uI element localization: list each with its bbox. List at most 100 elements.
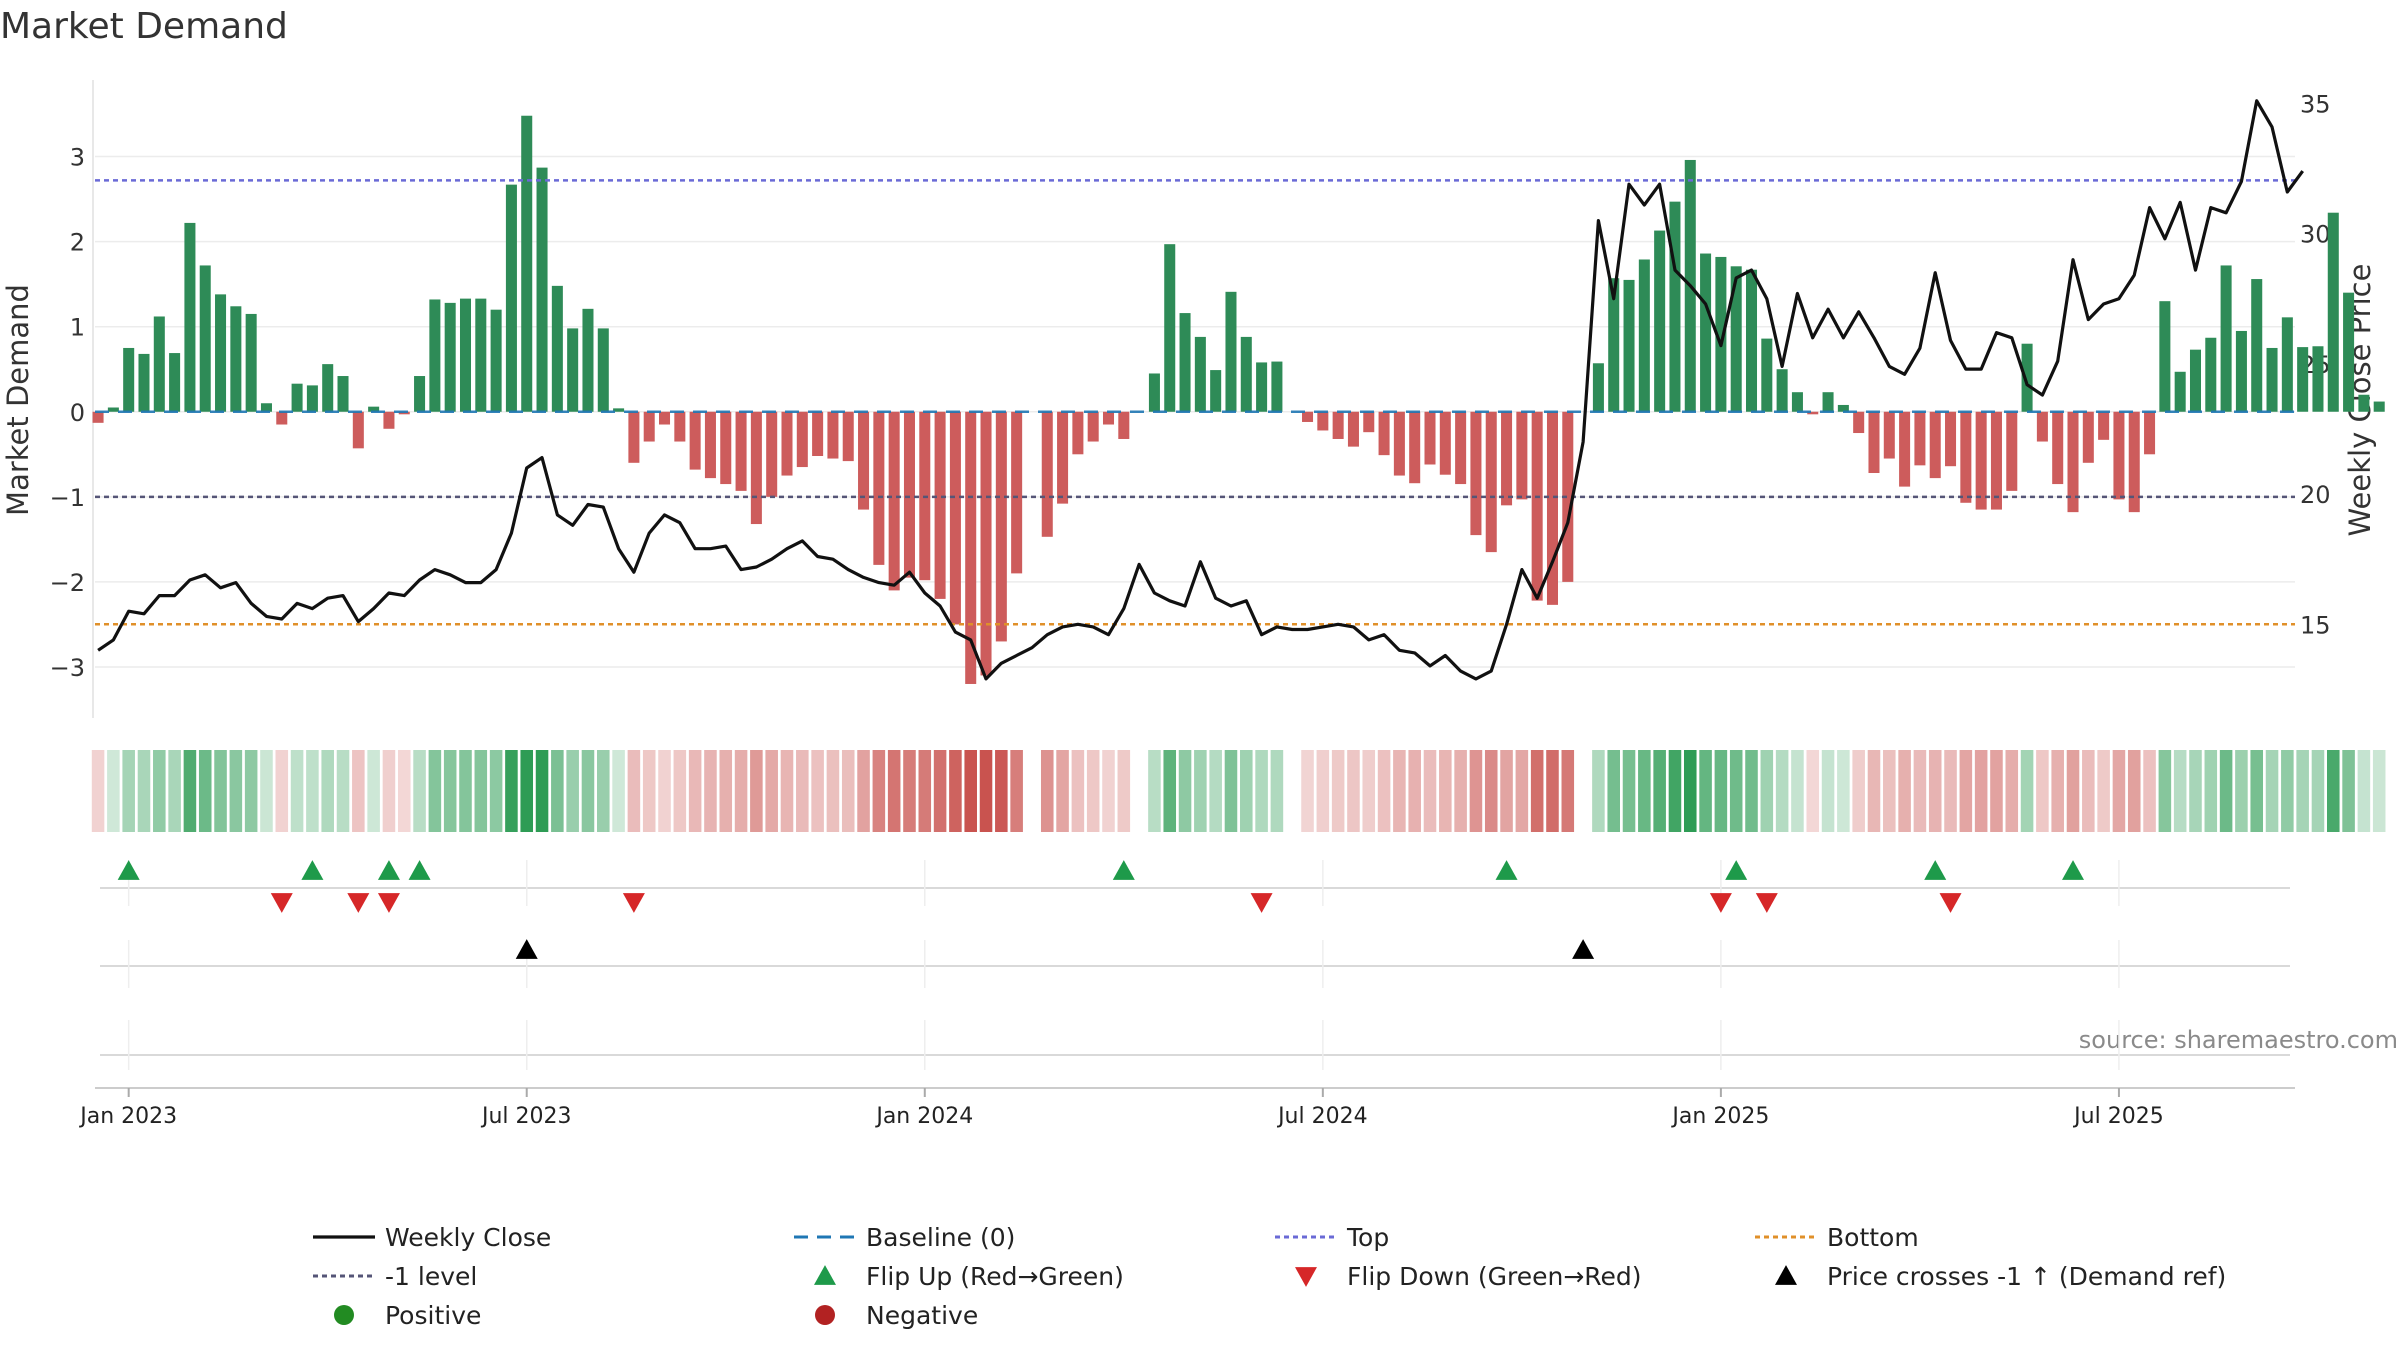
demand-bar bbox=[1730, 266, 1742, 412]
heat-cell bbox=[2296, 750, 2309, 832]
x-tick-label: Jul 2025 bbox=[2072, 1104, 2164, 1129]
demand-bar bbox=[1194, 336, 1206, 412]
heat-cell bbox=[1959, 750, 1973, 832]
demand-bar bbox=[383, 411, 395, 429]
demand-bar bbox=[1424, 411, 1436, 465]
demand-bar bbox=[1531, 411, 1543, 601]
heat-cell bbox=[1393, 750, 1406, 832]
demand-bar bbox=[1990, 411, 2002, 510]
x-tick-label: Jul 2023 bbox=[480, 1104, 572, 1129]
heat-cell bbox=[857, 750, 870, 832]
heat-cell bbox=[2311, 750, 2325, 832]
flip-down-marker bbox=[347, 893, 370, 913]
heat-cell bbox=[1928, 750, 1942, 832]
y-tick-label: −3 bbox=[50, 654, 85, 682]
heat-cell bbox=[2281, 750, 2294, 832]
legend-label: Flip Up (Red→Green) bbox=[866, 1262, 1124, 1291]
heat-cell bbox=[1347, 750, 1360, 832]
heat-cell bbox=[1040, 750, 1054, 832]
demand-bar bbox=[766, 411, 778, 497]
heat-cell bbox=[1546, 750, 1559, 832]
heat-cell bbox=[260, 750, 273, 832]
demand-bar bbox=[1608, 278, 1620, 412]
demand-bar bbox=[965, 411, 977, 684]
heat-cell bbox=[153, 750, 166, 832]
demand-bar bbox=[2098, 411, 2110, 440]
weekly-close-line bbox=[97, 99, 2304, 681]
heat-cell bbox=[428, 750, 442, 832]
demand-bar bbox=[1960, 411, 1972, 503]
demand-bar bbox=[873, 411, 885, 565]
heat-cell bbox=[2036, 750, 2049, 832]
flip-up-marker bbox=[377, 860, 400, 880]
demand-bar bbox=[230, 306, 242, 412]
heat-cell bbox=[2097, 750, 2110, 832]
demand-bar bbox=[505, 184, 517, 412]
demand-bar bbox=[2251, 279, 2263, 412]
demand-bar bbox=[1853, 411, 1865, 434]
heat-cell bbox=[1086, 750, 1100, 832]
heat-cell bbox=[244, 750, 258, 832]
flip-up-marker bbox=[1112, 860, 1135, 880]
price-cross-marker bbox=[1572, 939, 1595, 959]
demand-bar bbox=[429, 299, 441, 412]
heat-cell bbox=[1791, 750, 1804, 832]
demand-bar bbox=[1715, 256, 1727, 412]
flip-down-marker bbox=[377, 893, 400, 913]
heat-cell bbox=[2005, 750, 2019, 832]
y-tick-label: 0 bbox=[70, 399, 85, 427]
demand-bar bbox=[1776, 369, 1788, 412]
y-axis-label: Market Demand bbox=[1, 284, 35, 516]
heat-cell bbox=[1224, 750, 1238, 832]
heat-cell bbox=[1837, 750, 1850, 832]
flip-up-marker bbox=[408, 860, 431, 880]
heat-cell bbox=[979, 750, 993, 832]
demand-bar bbox=[643, 411, 655, 442]
demand-bar bbox=[735, 411, 747, 491]
heat-cell bbox=[1484, 750, 1498, 832]
heat-cell bbox=[2265, 750, 2279, 832]
heat-cell bbox=[413, 750, 426, 832]
heat-cell bbox=[1898, 750, 1911, 832]
flip-down-marker bbox=[270, 893, 293, 913]
heat-cell bbox=[229, 750, 243, 832]
demand-bar bbox=[1378, 411, 1390, 456]
demand-bar bbox=[1562, 411, 1574, 582]
legend-label: -1 level bbox=[385, 1262, 477, 1291]
flip-down-marker bbox=[1709, 893, 1732, 913]
demand-bar bbox=[1623, 279, 1635, 412]
heat-cell bbox=[1561, 750, 1575, 832]
heat-cell bbox=[658, 750, 671, 832]
demand-bar bbox=[1945, 411, 1957, 467]
demand-bar bbox=[2358, 394, 2370, 412]
demand-bar bbox=[1592, 363, 1604, 412]
demand-bar bbox=[1102, 411, 1115, 425]
demand-bar bbox=[1516, 411, 1528, 500]
demand-bar bbox=[2312, 346, 2324, 412]
flip-down-marker bbox=[622, 893, 645, 913]
heat-cell bbox=[2189, 750, 2202, 832]
heat-cell bbox=[1729, 750, 1743, 832]
demand-bar bbox=[2220, 265, 2232, 412]
heat-cell bbox=[1209, 750, 1222, 832]
price-cross-marker bbox=[515, 939, 538, 959]
heat-cell bbox=[811, 750, 824, 832]
demand-bar bbox=[414, 376, 426, 412]
legend-swatch-circle bbox=[815, 1305, 835, 1325]
heat-cell bbox=[107, 750, 120, 832]
heat-cell bbox=[1852, 750, 1865, 832]
legend-label: Baseline (0) bbox=[866, 1223, 1015, 1252]
heat-cell bbox=[551, 750, 564, 832]
heat-cell bbox=[2372, 750, 2386, 832]
demand-bar bbox=[1822, 392, 1834, 412]
demand-bar bbox=[1837, 404, 1849, 412]
demand-bar bbox=[704, 411, 716, 479]
demand-bar bbox=[1439, 411, 1451, 475]
heat-cell bbox=[1821, 750, 1835, 832]
heat-cell bbox=[719, 750, 733, 832]
heat-cell bbox=[1883, 750, 1896, 832]
demand-bar bbox=[1455, 411, 1467, 485]
flip-down-marker bbox=[1250, 893, 1273, 913]
